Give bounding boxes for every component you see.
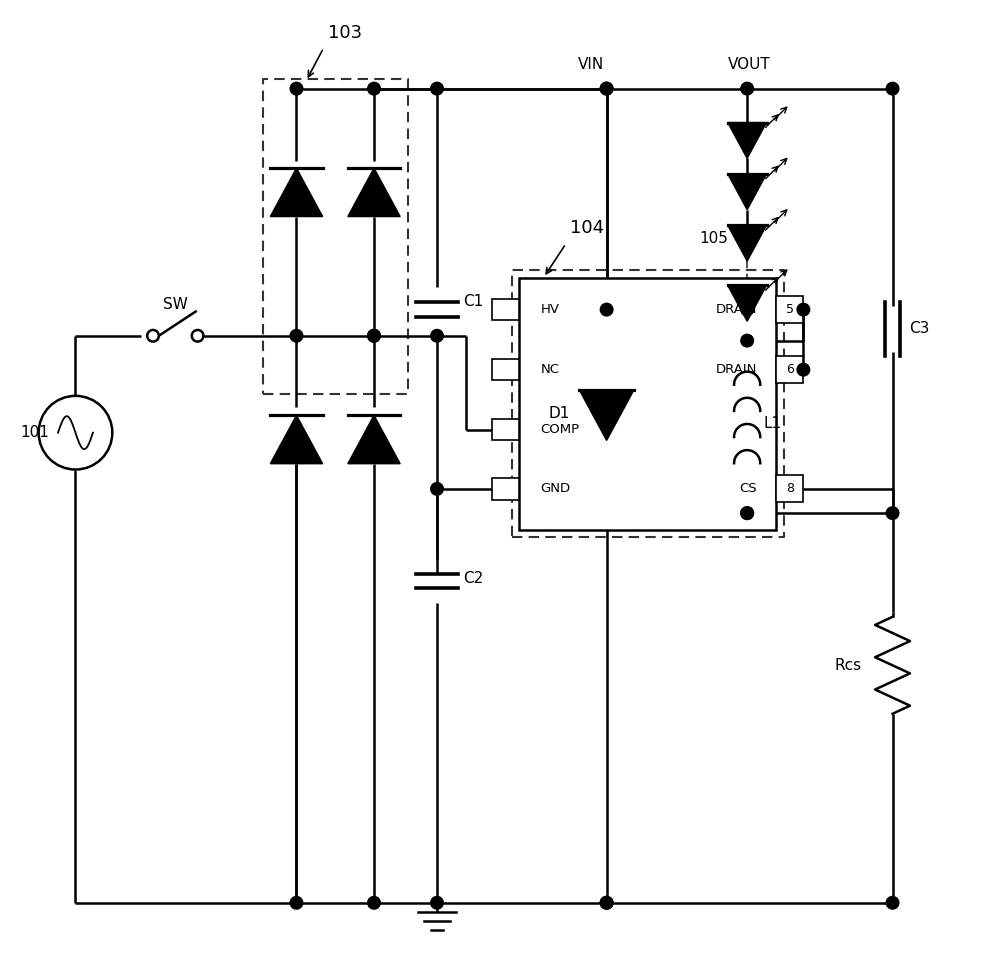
Circle shape: [431, 330, 443, 342]
Polygon shape: [728, 174, 767, 210]
Text: 105: 105: [699, 231, 728, 246]
Circle shape: [431, 83, 443, 95]
Circle shape: [600, 303, 613, 316]
Circle shape: [600, 83, 613, 95]
Bar: [776, 296, 803, 323]
Bar: [492, 359, 519, 380]
Bar: [776, 356, 803, 383]
Text: HV: HV: [541, 303, 560, 316]
Bar: [492, 419, 519, 440]
Text: COMP: COMP: [541, 423, 580, 436]
Text: 5: 5: [786, 303, 794, 316]
Circle shape: [797, 303, 810, 316]
Polygon shape: [270, 415, 323, 464]
Text: Rcs: Rcs: [834, 658, 862, 673]
Polygon shape: [348, 415, 400, 464]
Circle shape: [192, 330, 203, 341]
Bar: [492, 478, 519, 500]
Circle shape: [741, 334, 753, 347]
Polygon shape: [728, 226, 767, 261]
Circle shape: [741, 83, 753, 95]
Text: GND: GND: [541, 482, 571, 496]
Text: 103: 103: [328, 24, 363, 42]
Circle shape: [741, 506, 753, 519]
Circle shape: [431, 483, 443, 495]
Circle shape: [600, 83, 613, 95]
Circle shape: [368, 330, 380, 342]
Bar: [776, 475, 803, 503]
Circle shape: [741, 506, 753, 519]
Text: 104: 104: [570, 219, 604, 237]
Circle shape: [290, 896, 303, 909]
Text: DRAIN: DRAIN: [715, 303, 757, 316]
Polygon shape: [728, 122, 767, 158]
Text: C3: C3: [909, 322, 929, 336]
Text: 8: 8: [786, 482, 794, 496]
Polygon shape: [348, 168, 400, 217]
Circle shape: [368, 83, 380, 95]
Text: 101: 101: [20, 425, 49, 440]
Text: CS: CS: [739, 482, 757, 496]
Bar: [519, 278, 776, 530]
Text: VOUT: VOUT: [728, 57, 771, 72]
Circle shape: [290, 330, 303, 342]
Circle shape: [600, 896, 613, 909]
Text: L1: L1: [764, 416, 782, 432]
Text: D1: D1: [548, 405, 570, 421]
Text: C2: C2: [463, 571, 483, 585]
Circle shape: [886, 896, 899, 909]
Circle shape: [368, 330, 380, 342]
Circle shape: [290, 83, 303, 95]
Text: C1: C1: [463, 295, 483, 309]
Polygon shape: [579, 390, 634, 440]
Text: DRAIN: DRAIN: [715, 364, 757, 376]
Circle shape: [368, 896, 380, 909]
Circle shape: [797, 364, 810, 376]
Text: NC: NC: [541, 364, 560, 376]
Circle shape: [886, 506, 899, 519]
Bar: [492, 299, 519, 320]
Circle shape: [39, 396, 112, 469]
Circle shape: [886, 83, 899, 95]
Polygon shape: [728, 286, 767, 321]
Polygon shape: [270, 168, 323, 217]
Circle shape: [600, 896, 613, 909]
Text: SW: SW: [163, 297, 188, 312]
Text: 6: 6: [786, 364, 794, 376]
Circle shape: [741, 303, 753, 316]
Circle shape: [147, 330, 159, 341]
Circle shape: [431, 896, 443, 909]
Text: VIN: VIN: [578, 57, 604, 72]
